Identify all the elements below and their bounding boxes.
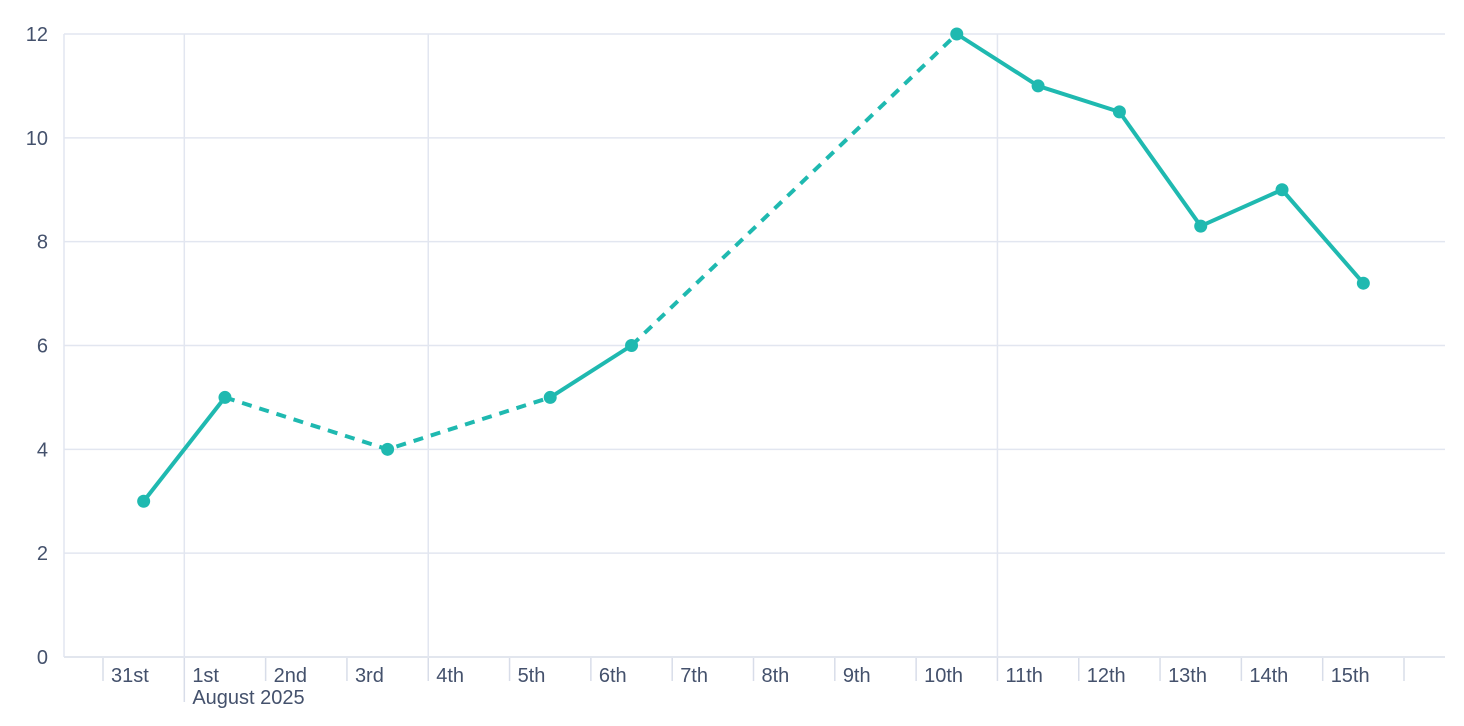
x-axis-tick-label: 1st xyxy=(192,665,219,687)
y-axis-tick-label: 4 xyxy=(37,439,48,461)
data-point-marker[interactable] xyxy=(1275,183,1289,197)
y-axis-tick-label: 0 xyxy=(37,647,48,669)
x-axis-tick-label: 11th xyxy=(1005,665,1042,687)
x-axis-tick-label: 8th xyxy=(762,665,790,687)
y-axis-tick-label: 2 xyxy=(37,543,48,565)
x-axis-tick-label: 9th xyxy=(843,665,871,687)
data-point-marker[interactable] xyxy=(543,390,557,404)
x-axis-tick-label: 4th xyxy=(436,665,464,687)
x-axis-tick-label: 3rd xyxy=(355,665,384,687)
x-axis-tick-label: 14th xyxy=(1249,665,1288,687)
data-point-marker[interactable] xyxy=(1031,79,1045,93)
data-point-marker[interactable] xyxy=(1194,219,1208,233)
x-axis-tick-label: 12th xyxy=(1087,665,1126,687)
y-axis-tick-label: 12 xyxy=(26,24,48,46)
x-axis-tick-label: 13th xyxy=(1168,665,1207,687)
y-axis-tick-label: 6 xyxy=(37,336,48,358)
month-label: August 2025 xyxy=(192,687,304,709)
x-axis-tick-label: 2nd xyxy=(274,665,307,687)
line-segment-solid xyxy=(955,32,1365,285)
y-axis-tick-label: 10 xyxy=(26,128,48,150)
line-segment-dashed xyxy=(630,32,959,347)
x-axis-tick-label: 7th xyxy=(680,665,708,687)
data-point-marker[interactable] xyxy=(218,390,232,404)
line-segment-solid xyxy=(142,396,227,503)
data-point-marker[interactable] xyxy=(381,442,395,456)
data-point-marker[interactable] xyxy=(950,27,964,41)
data-point-marker[interactable] xyxy=(1112,105,1126,119)
x-axis-tick-label: 6th xyxy=(599,665,627,687)
line-segment-solid xyxy=(549,343,633,400)
line-segment-dashed xyxy=(224,395,551,452)
data-point-marker[interactable] xyxy=(137,494,151,508)
data-point-marker[interactable] xyxy=(1356,276,1370,290)
data-point-marker[interactable] xyxy=(625,339,639,352)
x-axis-tick-label: 5th xyxy=(518,665,546,687)
x-axis-tick-label: 10th xyxy=(924,665,963,687)
y-axis-tick-label: 8 xyxy=(37,232,48,254)
x-axis-tick-label: 31st xyxy=(111,665,149,687)
x-axis-tick-label: 15th xyxy=(1331,665,1370,687)
